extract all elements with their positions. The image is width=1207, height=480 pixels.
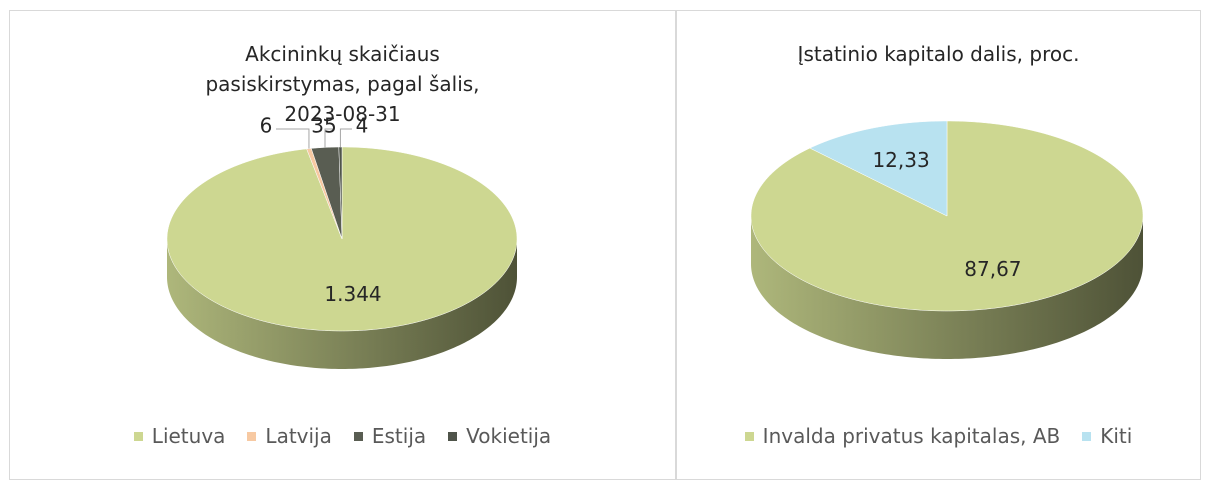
legend: Lietuva Latvija Estija Vokietija xyxy=(10,424,675,448)
legend-item: Kiti xyxy=(1082,424,1132,448)
legend-item: Vokietija xyxy=(448,424,551,448)
legend-label: Estija xyxy=(371,424,427,448)
legend-label: Latvija xyxy=(265,424,332,448)
data-label: 12,33 xyxy=(872,148,929,172)
pie-slice xyxy=(750,120,1144,312)
legend-label: Kiti xyxy=(1100,424,1133,448)
legend-swatch xyxy=(133,431,143,441)
legend-swatch xyxy=(247,431,257,441)
pie-plot: 1.344 6 35 4 xyxy=(166,114,518,369)
chart-panel: Akcininkų skaičiaus pasiskirstymas, paga… xyxy=(9,10,676,480)
data-label: 6 xyxy=(260,114,273,138)
legend-swatch xyxy=(744,431,754,441)
legend: Invalda privatus kapitalas, AB Kiti xyxy=(677,424,1200,448)
legend-label: Invalda privatus kapitalas, AB xyxy=(762,424,1061,448)
data-label: 87,67 xyxy=(964,257,1021,281)
data-label: 1.344 xyxy=(324,282,381,306)
legend-label: Lietuva xyxy=(151,424,226,448)
chart-panel: Įstatinio kapitalo dalis, proc. 87,67 12,… xyxy=(676,10,1201,480)
chart-title: Akcininkų skaičiaus pasiskirstymas, paga… xyxy=(205,42,480,126)
legend-swatch xyxy=(448,431,458,441)
pie-plot: 87,67 12,33 xyxy=(750,120,1144,359)
pie-slice xyxy=(338,146,343,240)
pie-slice xyxy=(809,120,948,217)
legend-item: Invalda privatus kapitalas, AB xyxy=(744,424,1061,448)
legend-item: Lietuva xyxy=(133,424,226,448)
legend-item: Latvija xyxy=(247,424,332,448)
chart-title: Įstatinio kapitalo dalis, proc. xyxy=(797,42,1080,66)
slice-side xyxy=(167,239,517,369)
leader-line xyxy=(339,128,352,148)
data-label: 4 xyxy=(356,114,369,138)
legend-item: Estija xyxy=(353,424,427,448)
pie-slice xyxy=(310,146,343,240)
data-label: 35 xyxy=(311,114,336,138)
slice-side xyxy=(751,216,1143,359)
legend-swatch xyxy=(1082,431,1092,441)
legend-label: Vokietija xyxy=(466,424,552,448)
legend-swatch xyxy=(353,431,363,441)
leader-line xyxy=(276,128,310,149)
leader-line xyxy=(324,128,334,148)
